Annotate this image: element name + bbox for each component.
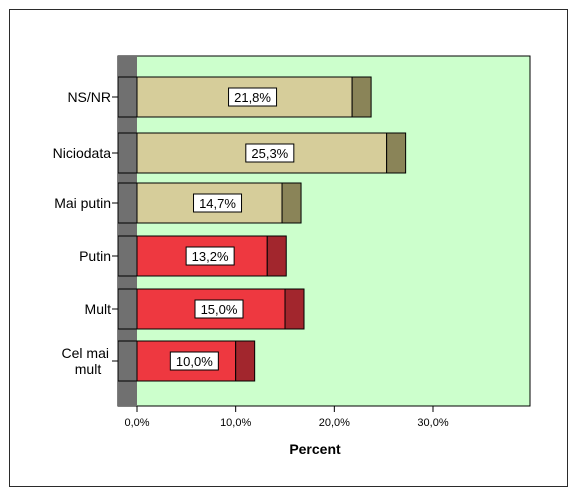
data-label-box	[228, 87, 278, 107]
category-label: Cel mai	[62, 345, 109, 361]
x-tick-label: 10,0%	[220, 417, 251, 429]
category-label-line2: mult	[75, 361, 102, 377]
bar-base	[117, 235, 138, 277]
data-label-box	[194, 299, 244, 319]
data-label: 15,0%	[201, 302, 238, 317]
category-label: NS/NR	[67, 89, 111, 105]
bar-shadow	[281, 182, 302, 224]
data-label: 14,7%	[199, 196, 236, 211]
data-label-box	[245, 143, 295, 163]
bar-base	[117, 182, 138, 224]
data-label-box	[169, 351, 219, 371]
data-label: 13,2%	[192, 249, 229, 264]
bar-shadow	[284, 288, 305, 330]
x-tick-label: 20,0%	[319, 417, 350, 429]
bar-shadow	[235, 340, 256, 382]
bar-shadow	[266, 235, 287, 277]
x-tick-label: 30,0%	[417, 417, 448, 429]
x-tick-label: 0,0%	[124, 417, 149, 429]
data-label: 21,8%	[234, 90, 271, 105]
bar-shadow	[386, 132, 407, 174]
x-axis-title: Percent	[289, 441, 341, 457]
data-label-box	[193, 193, 243, 213]
bar-base	[117, 132, 138, 174]
bar-base	[117, 76, 138, 118]
category-label: Putin	[79, 248, 111, 264]
data-label-box	[185, 246, 235, 266]
category-label: Mult	[85, 301, 112, 317]
bar-base	[117, 340, 138, 382]
data-label: 25,3%	[251, 146, 288, 161]
data-label: 10,0%	[176, 354, 213, 369]
bar-base	[117, 288, 138, 330]
bar-shadow	[351, 76, 372, 118]
category-label: Mai putin	[54, 195, 111, 211]
category-label: Niciodata	[53, 145, 112, 161]
y-axis-title: In situatia in care colegii dumneavoastr…	[8, 113, 23, 348]
